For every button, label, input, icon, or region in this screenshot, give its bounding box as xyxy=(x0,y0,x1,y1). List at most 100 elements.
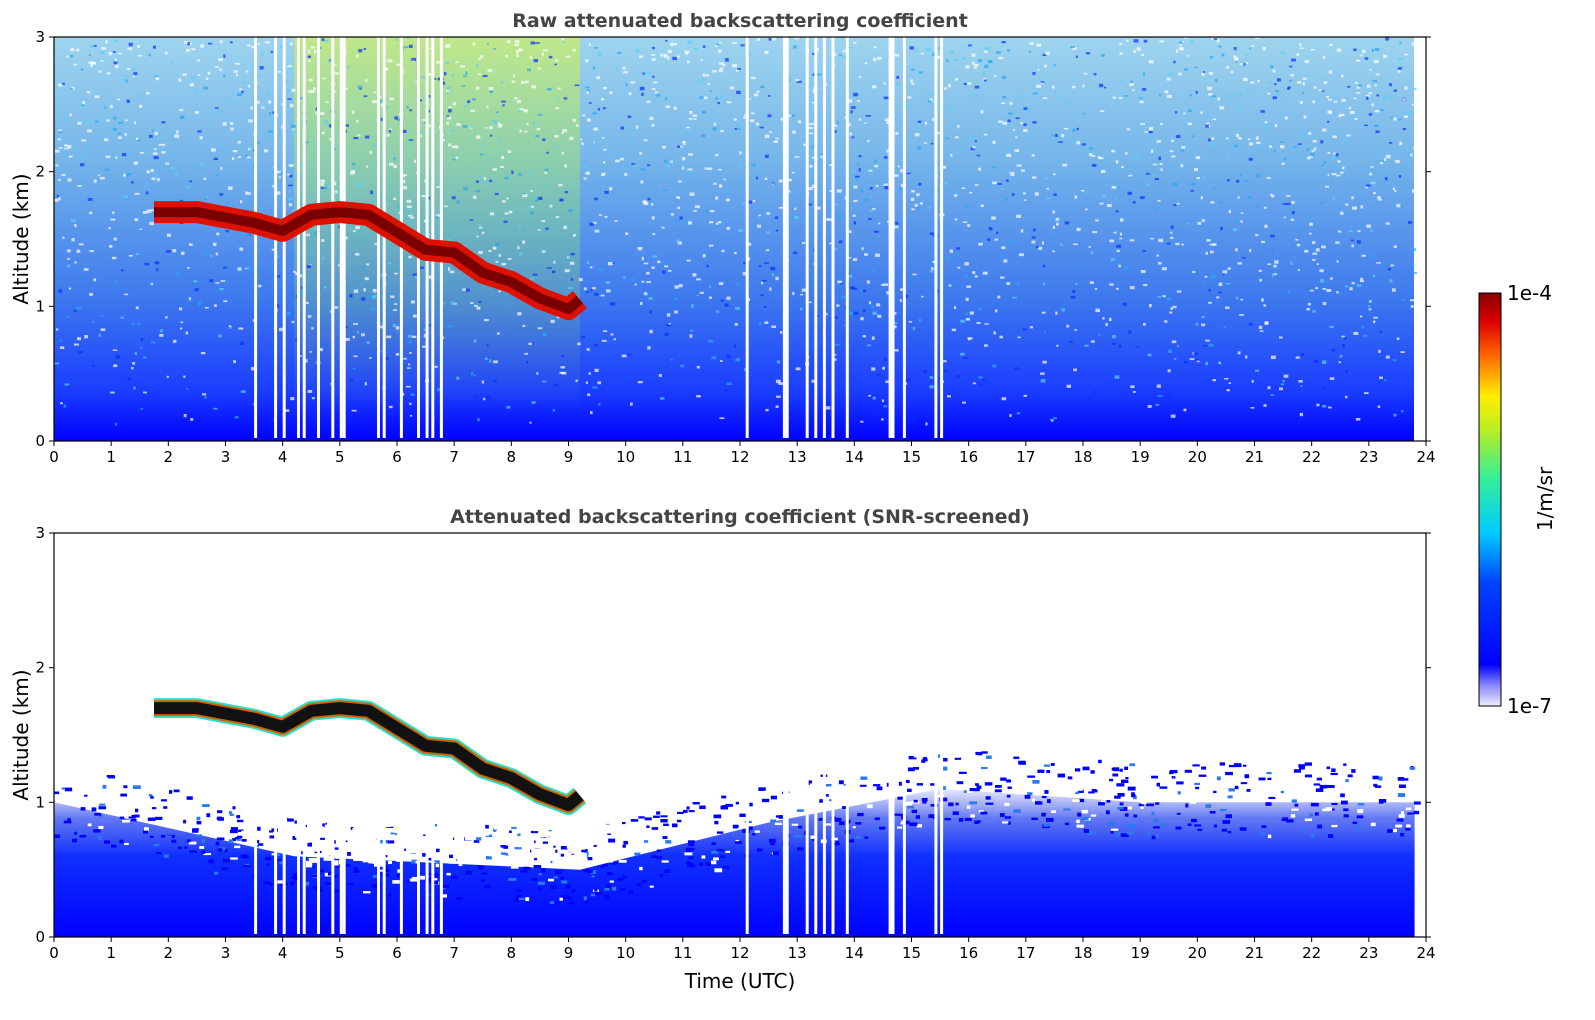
speckle-pixel xyxy=(409,216,414,219)
speckle-pixel xyxy=(702,45,706,48)
speckle-pixel xyxy=(794,156,800,158)
speckle-pixel xyxy=(841,55,847,58)
speckle-pixel xyxy=(1114,795,1121,799)
speckle-pixel xyxy=(213,157,218,161)
speckle-pixel xyxy=(265,412,269,415)
speckle-pixel xyxy=(406,208,412,211)
speckle-pixel xyxy=(740,44,745,47)
speckle-pixel xyxy=(894,813,901,816)
speckle-pixel xyxy=(1115,102,1120,106)
speckle-pixel xyxy=(1272,69,1276,73)
speckle-pixel xyxy=(1197,828,1203,831)
speckle-pixel xyxy=(598,267,604,271)
speckle-pixel xyxy=(634,852,641,856)
clear-pixel xyxy=(576,814,587,820)
speckle-pixel xyxy=(1098,802,1105,806)
speckle-pixel xyxy=(528,342,533,345)
speckle-pixel xyxy=(412,335,417,338)
speckle-pixel xyxy=(98,333,101,337)
speckle-pixel xyxy=(514,39,520,44)
speckle-pixel xyxy=(331,889,339,893)
clear-pixel xyxy=(517,835,527,841)
speckle-pixel xyxy=(850,286,855,290)
speckle-pixel xyxy=(748,812,755,816)
speckle-pixel xyxy=(734,251,737,255)
speckle-pixel xyxy=(1115,160,1119,164)
x-tick-label: 18 xyxy=(1073,448,1092,466)
speckle-pixel xyxy=(898,781,902,786)
speckle-pixel xyxy=(158,143,162,146)
speckle-pixel xyxy=(636,882,642,887)
speckle-pixel xyxy=(443,205,448,208)
speckle-pixel xyxy=(719,67,724,70)
speckle-pixel xyxy=(916,824,923,828)
speckle-pixel xyxy=(755,176,758,180)
speckle-pixel xyxy=(561,132,565,135)
speckle-pixel xyxy=(1194,782,1200,786)
speckle-pixel xyxy=(559,897,563,901)
speckle-pixel xyxy=(1115,210,1119,213)
speckle-pixel xyxy=(545,227,549,230)
speckle-pixel xyxy=(886,121,890,124)
speckle-pixel xyxy=(1139,97,1143,99)
speckle-pixel xyxy=(117,52,122,55)
speckle-pixel xyxy=(929,94,933,96)
speckle-pixel xyxy=(402,174,407,176)
speckle-pixel xyxy=(537,327,543,330)
speckle-pixel xyxy=(1331,173,1337,176)
speckle-pixel xyxy=(966,789,972,794)
speckle-pixel xyxy=(1140,196,1145,200)
speckle-pixel xyxy=(593,47,598,49)
speckle-pixel xyxy=(1156,254,1159,257)
speckle-pixel xyxy=(1009,172,1015,174)
clear-pixel xyxy=(461,842,471,849)
speckle-pixel xyxy=(922,801,927,804)
speckle-pixel xyxy=(122,789,126,793)
speckle-pixel xyxy=(213,407,218,410)
speckle-pixel xyxy=(531,878,538,881)
speckle-pixel xyxy=(746,242,752,246)
speckle-pixel xyxy=(898,813,906,817)
speckle-pixel xyxy=(67,258,70,260)
clear-pixel xyxy=(368,858,377,864)
clear-pixel xyxy=(528,798,536,806)
speckle-pixel xyxy=(294,820,299,824)
speckle-pixel xyxy=(1364,124,1368,127)
speckle-pixel xyxy=(276,852,281,857)
speckle-pixel xyxy=(1221,361,1224,365)
speckle-pixel xyxy=(196,820,202,825)
clear-pixel xyxy=(531,849,540,854)
speckle-pixel xyxy=(1267,386,1271,390)
speckle-pixel xyxy=(508,210,513,214)
speckle-pixel xyxy=(388,860,392,865)
speckle-pixel xyxy=(109,232,114,235)
clear-pixel xyxy=(477,853,486,859)
speckle-pixel xyxy=(911,82,915,85)
speckle-pixel xyxy=(655,94,661,97)
speckle-pixel xyxy=(380,854,384,858)
speckle-pixel xyxy=(609,187,613,191)
speckle-pixel xyxy=(970,147,975,151)
speckle-pixel xyxy=(1312,252,1318,255)
speckle-pixel xyxy=(230,127,234,131)
speckle-pixel xyxy=(620,888,625,891)
speckle-pixel xyxy=(495,242,500,246)
speckle-pixel xyxy=(550,319,555,323)
x-tick-label: 7 xyxy=(449,448,459,466)
speckle-pixel xyxy=(130,818,137,822)
speckle-pixel xyxy=(320,187,325,189)
clear-pixel xyxy=(548,808,560,813)
speckle-pixel xyxy=(779,331,783,334)
clear-pixel xyxy=(370,807,379,814)
speckle-pixel xyxy=(154,131,158,136)
speckle-pixel xyxy=(201,850,206,854)
speckle-pixel xyxy=(478,865,484,870)
clear-pixel xyxy=(357,832,365,839)
speckle-pixel xyxy=(220,280,226,282)
speckle-pixel xyxy=(1023,394,1028,397)
x-tick-label: 14 xyxy=(845,944,864,962)
speckle-pixel xyxy=(428,124,431,128)
speckle-pixel xyxy=(180,321,184,324)
speckle-pixel xyxy=(1350,114,1354,117)
speckle-pixel xyxy=(102,784,107,789)
